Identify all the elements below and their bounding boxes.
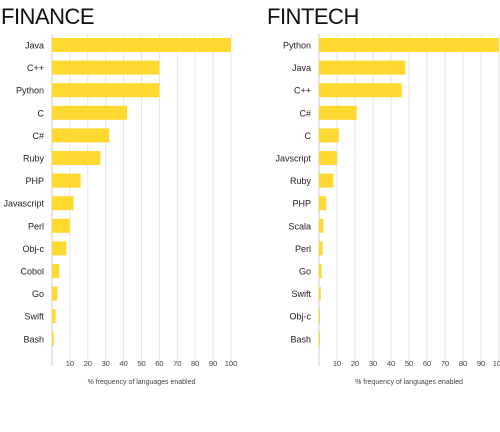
tick-label: 40 bbox=[387, 359, 395, 368]
bar bbox=[319, 151, 337, 165]
category-label: C# bbox=[299, 108, 311, 118]
tick-label: 70 bbox=[441, 359, 449, 368]
bar bbox=[52, 60, 160, 75]
category-label: Swift bbox=[24, 312, 44, 322]
tick-label: 20 bbox=[351, 359, 359, 368]
bar bbox=[52, 173, 81, 188]
tick-label: 90 bbox=[477, 359, 485, 368]
tick-label: 30 bbox=[369, 359, 377, 368]
category-label: Python bbox=[283, 41, 311, 51]
bar bbox=[319, 105, 357, 120]
category-label: Perl bbox=[28, 221, 44, 231]
category-label: Go bbox=[299, 267, 311, 277]
category-label: Obj-c bbox=[289, 312, 311, 322]
bar bbox=[319, 331, 320, 346]
chart-title: FINANCE bbox=[1, 4, 94, 29]
bar bbox=[319, 264, 322, 278]
tick-label: 10 bbox=[333, 359, 341, 368]
tick-label: 20 bbox=[84, 359, 92, 368]
bar bbox=[52, 218, 70, 233]
category-label: Obj-c bbox=[22, 244, 44, 254]
category-label: Go bbox=[32, 289, 44, 299]
bar bbox=[319, 128, 339, 143]
tick-label: 50 bbox=[405, 359, 413, 368]
finance-chart: FINANCE Java C++ Python C C# Ruby PHP Javascript… bbox=[1, 4, 237, 386]
category-label: Ruby bbox=[23, 154, 45, 164]
category-label: Java bbox=[25, 41, 44, 51]
category-label: PHP bbox=[292, 199, 311, 209]
bar bbox=[52, 83, 160, 98]
category-label: Python bbox=[16, 86, 44, 96]
bar bbox=[52, 196, 74, 211]
bar bbox=[319, 309, 320, 324]
fintech-chart: FINTECH Python Java C++ C# C Javscript Ruby PHP S… bbox=[267, 4, 500, 386]
category-label: Swift bbox=[291, 289, 311, 299]
tick-label: 100 bbox=[493, 359, 500, 368]
bar bbox=[319, 241, 323, 256]
bar bbox=[319, 173, 334, 188]
bar bbox=[52, 309, 56, 324]
chart-title: FINTECH bbox=[267, 4, 359, 29]
category-label: Javascript bbox=[3, 199, 44, 209]
tick-label: 70 bbox=[173, 359, 181, 368]
category-label: Perl bbox=[295, 244, 311, 254]
bar bbox=[52, 128, 110, 143]
bar bbox=[319, 38, 499, 52]
tick-label: 10 bbox=[66, 359, 74, 368]
x-axis-label: % frequency of languages enabled bbox=[88, 379, 196, 386]
bar bbox=[319, 60, 406, 75]
category-label: PHP bbox=[25, 176, 44, 186]
category-label: Cobol bbox=[20, 267, 44, 277]
bar bbox=[52, 105, 128, 120]
tick-label: 80 bbox=[191, 359, 199, 368]
category-label: Bash bbox=[290, 334, 311, 344]
x-axis-label: % frequency of languages enabled bbox=[355, 379, 463, 386]
category-label: C++ bbox=[294, 86, 311, 96]
tick-label: 60 bbox=[155, 359, 163, 368]
category-label: Scala bbox=[288, 221, 311, 231]
bar bbox=[52, 286, 58, 301]
bar bbox=[52, 331, 54, 346]
tick-label: 90 bbox=[209, 359, 217, 368]
tick-label: 60 bbox=[423, 359, 431, 368]
category-label: Ruby bbox=[290, 176, 312, 186]
category-label: C bbox=[305, 131, 312, 141]
tick-label: 40 bbox=[119, 359, 127, 368]
category-label: Java bbox=[292, 63, 311, 73]
bar bbox=[52, 264, 60, 278]
tick-label: 100 bbox=[225, 359, 238, 368]
category-label: Bash bbox=[23, 334, 44, 344]
bar bbox=[52, 38, 231, 52]
category-label: C bbox=[38, 108, 45, 118]
bar bbox=[319, 218, 324, 233]
bar bbox=[319, 286, 321, 301]
category-label: Javscript bbox=[275, 154, 311, 164]
bar bbox=[52, 151, 101, 165]
bar bbox=[319, 196, 327, 211]
category-label: C++ bbox=[27, 63, 44, 73]
tick-label: 80 bbox=[459, 359, 467, 368]
bar bbox=[319, 83, 402, 98]
category-label: C# bbox=[32, 131, 44, 141]
tick-label: 30 bbox=[102, 359, 110, 368]
bar bbox=[52, 241, 67, 256]
tick-label: 50 bbox=[137, 359, 145, 368]
